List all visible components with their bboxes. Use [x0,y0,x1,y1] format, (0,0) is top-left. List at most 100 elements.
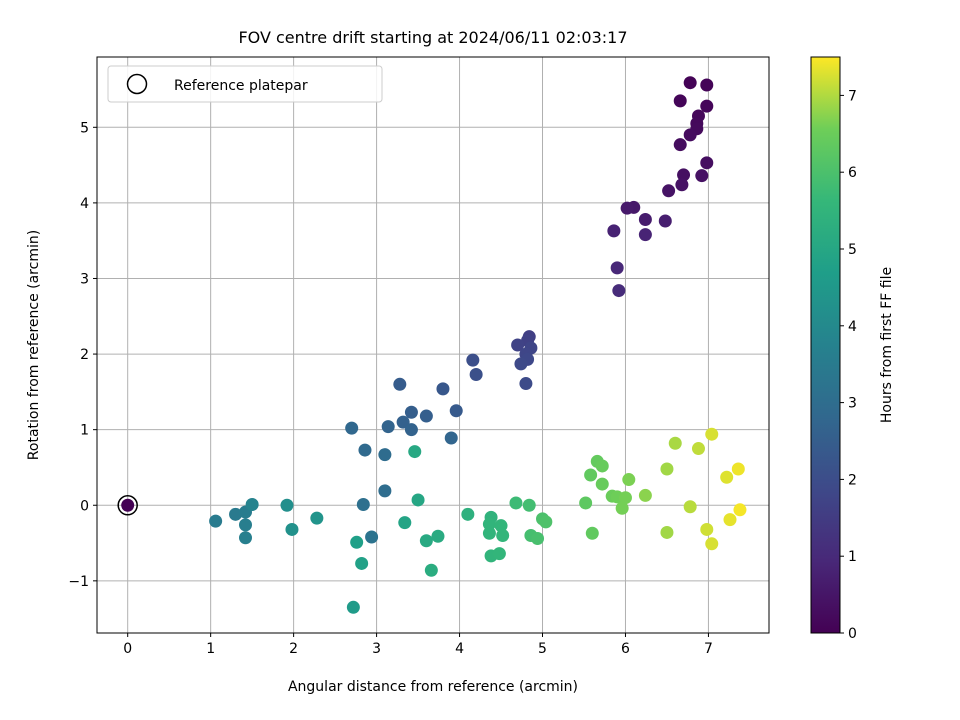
data-point [615,501,629,515]
x-tick-label: 6 [621,641,630,657]
data-point [660,462,674,476]
y-axis-label: Rotation from reference (arcmin) [26,230,42,460]
data-point [673,94,687,108]
data-point [720,470,734,484]
data-point [239,518,253,532]
data-point [733,503,747,517]
data-point [355,556,369,570]
data-point [494,519,508,533]
data-point [731,462,745,476]
y-tick-label: 4 [80,196,89,212]
plot-frame [96,56,770,634]
legend-label: Reference platepar [174,78,308,94]
data-point [618,491,632,505]
data-point [683,500,697,514]
data-point [585,526,599,540]
x-tick-label: 7 [704,641,713,657]
legend-marker-open-circle [126,73,148,95]
data-point [404,423,418,437]
data-point [607,224,621,238]
data-point [695,169,709,183]
data-point [229,507,243,521]
data-point [584,468,598,482]
data-point [431,529,445,543]
data-point [350,535,364,549]
y-tick-label: 3 [80,271,89,287]
data-point [700,522,714,536]
data-point [239,531,253,545]
data-point [398,516,412,530]
data-point [280,498,294,512]
data-point [449,404,463,418]
y-axis-ticks: −1 0 1 2 3 4 5 [68,120,97,590]
colorbar-ticks: 0 1 2 3 4 5 6 7 [840,88,857,642]
data-point [660,525,674,539]
data-point [531,532,545,546]
data-point [595,459,609,473]
data-point [285,522,299,536]
legend: Reference platepar [107,65,383,103]
data-point [683,128,697,142]
data-point [396,415,410,429]
data-point [595,477,609,491]
colorbar-tick-label: 3 [848,396,857,412]
colorbar-tick-label: 4 [848,319,857,335]
data-point [700,78,714,92]
data-point [209,514,223,528]
data-point [444,431,458,445]
data-point [492,547,506,561]
data-point [419,409,433,423]
y-tick-label: 0 [80,498,89,514]
colorbar-tick-label: 1 [848,549,857,565]
colorbar-tick-label: 6 [848,165,857,181]
data-point [683,76,697,90]
data-point [668,436,682,450]
data-point [620,201,634,215]
data-point [393,377,407,391]
data-point [245,497,259,511]
data-point [411,493,425,507]
colorbar-tick-label: 0 [848,626,857,642]
reference-point [121,498,135,512]
data-point [378,484,392,498]
x-tick-label: 4 [455,641,464,657]
data-point [378,448,392,462]
colorbar-tick-label: 2 [848,472,857,488]
data-point [466,353,480,367]
colorbar: 0 1 2 3 4 5 6 7 Hours from first FF file [810,56,895,642]
y-tick-label: −1 [68,574,89,590]
data-point [638,228,652,242]
data-point [356,497,370,511]
data-point [436,382,450,396]
data-point [419,534,433,548]
data-point [610,261,624,275]
data-point [482,526,496,540]
data-point [365,530,379,544]
data-point [691,442,705,456]
colorbar-tick-label: 5 [848,242,857,258]
data-point [705,427,719,441]
data-point [675,178,689,192]
y-tick-label: 5 [80,120,89,136]
colorbar-tick-label: 7 [848,88,857,104]
y-tick-label: 1 [80,423,89,439]
legend-box [107,65,383,103]
data-point [424,563,438,577]
data-point [700,99,714,113]
x-tick-label: 1 [206,641,215,657]
data-point [673,138,687,152]
data-point [310,511,324,525]
data-point [519,377,533,391]
data-point [345,421,359,435]
data-point [662,184,676,198]
data-point [408,445,422,459]
grid-lines [97,57,769,633]
data-point [509,496,523,510]
x-tick-label: 0 [123,641,132,657]
data-point [461,507,475,521]
data-point [522,498,536,512]
data-point [723,513,737,527]
data-point [496,528,510,542]
data-point [514,357,528,371]
